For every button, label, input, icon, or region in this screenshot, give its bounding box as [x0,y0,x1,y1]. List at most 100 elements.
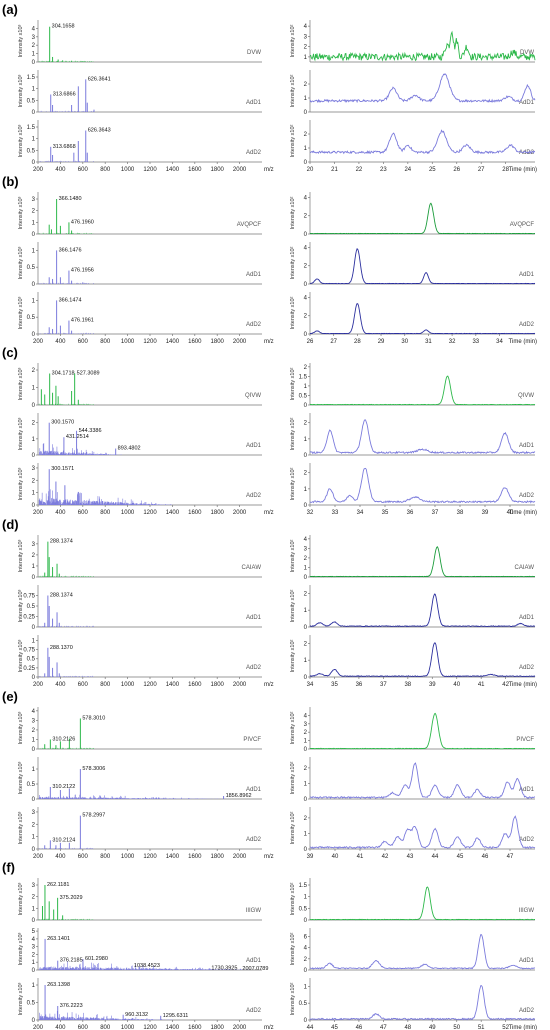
chrom-ytick-label: 2 [304,591,308,597]
ms-xtick-label: 400 [55,854,66,860]
chrom-series-name: IIIGW [519,908,535,914]
ms-ytick-label: 2 [32,553,36,559]
chrom-y-axis-label: Intensity x10² [290,982,296,1015]
ms-ytick-label: 0 [32,503,36,509]
chrom-trace-AdD1 [309,73,536,104]
panel-label: (c) [2,345,18,360]
chrom-ytick-label: 0.5 [299,906,308,912]
ms-xtick-label: 1800 [211,167,225,173]
ms-ytick-label: 1 [32,564,36,570]
ms-ytick-label: 0.5 [27,657,36,663]
ms-ytick-label: 0.75 [23,594,35,600]
chrom-ytick-label: 0 [304,453,308,459]
ms-xtick-label: 200 [33,510,44,516]
chrom-xtick-label: 37 [380,682,387,688]
ms-ytick-label: 0.5 [27,98,36,104]
ms-peak-label: 1730.3925 [211,965,237,971]
ms-ytick-label: 0 [32,403,36,409]
ms-ytick-label: 0 [32,332,36,338]
ms-peak-label: 310.2124 [52,837,75,843]
ms-ytick-label: 0 [32,1018,36,1024]
ms-ytick-label: 0 [32,282,36,288]
ms-xtick-label: 600 [78,682,89,688]
ms-peak-label: 304.1718 [52,371,75,377]
chrom-ytick-label: 1 [304,487,308,493]
ms-peak-label: 476.1961 [71,318,94,324]
ms-xtick-label: 2000 [233,854,247,860]
chrom-ytick-label: 0 [304,747,308,753]
ms-y-axis-label: Intensity x10³ [18,74,24,107]
chrom-y-axis-label: Intensity x10² [290,639,296,672]
chrom-xtick-label: 26 [307,339,314,345]
chrom-xtick-label: 25 [429,167,436,173]
ms-xtick-label: 200 [33,854,44,860]
ms-xtick-label: 1600 [188,682,202,688]
ms-xtick-label: 200 [33,682,44,688]
ms-xtick-label: 1800 [211,339,225,345]
chrom-ytick-label: 3 [304,34,308,40]
ms-peak-label: 960.3132 [125,1012,148,1018]
chrom-trace-QIVW [309,375,536,406]
chrom-trace-AdD2 [309,129,536,155]
ms-peak-label: 544.3386 [79,428,102,434]
ms-xtick-label: 1400 [166,339,180,345]
panel-label: (e) [2,689,18,704]
chrom-xtick-label: 46 [356,1025,363,1030]
ms-peak-label: 313.6868 [53,144,76,150]
chrom-ytick-label: 2 [304,641,308,647]
chrom-y-axis-label: Intensity x10² [290,882,296,915]
ms-ytick-label: 2 [32,209,36,215]
ms-peak-label: 1295.6311 [163,1013,189,1019]
panel-label: (a) [2,2,18,17]
ms-xtick-label: 600 [78,854,89,860]
ms-xtick-label: 1200 [143,682,157,688]
chrom-ytick-label: 1 [304,658,308,664]
ms-xtick-label: 600 [78,510,89,516]
ms-peak-label: 626.3641 [88,76,111,82]
chrom-xtick-label: 23 [380,167,387,173]
ms-xtick-label: 1000 [121,510,135,516]
ms-y-axis-label: Intensity x10³ [18,932,24,965]
chrom-ytick-label: 0 [304,675,308,681]
chrom-y-axis-label: Intensity x10² [290,196,296,229]
chrom-series-name: AdD1 [519,958,535,964]
chrom-xtick-label: 22 [356,167,363,173]
chrom-y-axis-label: Intensity x10² [290,467,296,500]
chrom-xtick-label: 42 [382,854,389,860]
chrom-xtick-label: 44 [307,1025,314,1030]
chrom-xtick-label: 20 [307,167,314,173]
chrom-xtick-label: 32 [307,510,314,516]
ms-ytick-label: 0.25 [23,666,35,672]
chrom-ytick-label: 0 [304,282,308,288]
chrom-xtick-label: 34 [307,682,314,688]
ms-xtick-label: 1400 [166,854,180,860]
chrom-xtick-label: 27 [478,167,485,173]
ms-ytick-label: 0.5 [27,604,36,610]
chrom-ytick-label: 0 [304,332,308,338]
ms-peak-label: 304.1658 [52,24,75,30]
chrom-ytick-label: 4 [304,713,308,719]
chrom-ytick-label: 2 [304,816,308,822]
ms-xtick-label: 1600 [188,167,202,173]
chrom-series-name: QIVW [518,393,534,399]
chrom-ytick-label: 1.5 [299,374,308,380]
chromatograms-2: 0 0.5 1 1.5 2 QIVW Intensity x10² 0 1 2 AdD1 Intens… [290,363,537,516]
chrom-ytick-label: 0 [304,503,308,509]
chrom-xtick-label: 45 [331,1025,338,1030]
ms-xtick-label: 1400 [166,167,180,173]
chrom-xtick-label: 52 [502,1025,509,1030]
chrom-xtick-label: 37 [432,510,439,516]
chrom-ytick-label: 1.5 [299,883,308,889]
ms-y-axis-label: Intensity x10³ [18,639,24,672]
chrom-xtick-label: 34 [496,339,503,345]
ms-xtick-label: 1600 [188,854,202,860]
chrom-ytick-label: 0 [304,968,308,974]
chrom-y-axis-label: Intensity x10² [290,417,296,450]
mass-spectra-1: 0 1 2 3 AVQPCF Intensity x10³ 366.1480 476.1960… [18,192,274,345]
chrom-ytick-label: 0 [304,160,308,166]
ms-xtick-label: 1200 [143,1025,157,1030]
ms-xtick-label: 2000 [233,167,247,173]
ms-series-name: DVW [247,50,261,56]
